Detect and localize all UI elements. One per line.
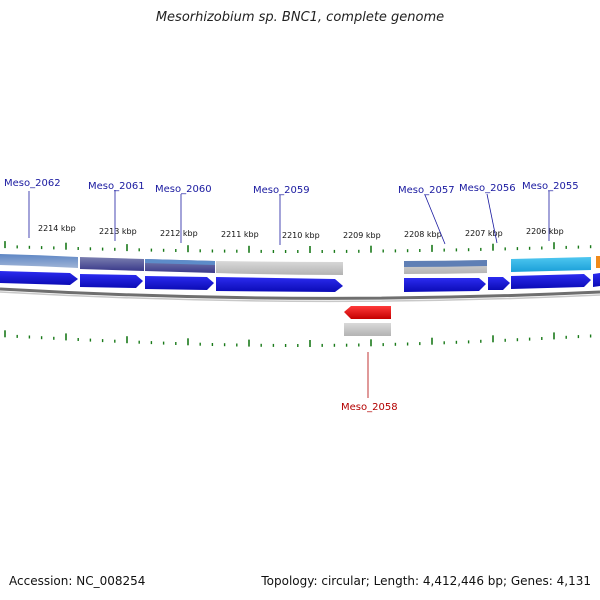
cds-feature-track <box>0 254 600 275</box>
gene-labels: Meso_2062 Meso_2061 Meso_2060 Meso_2059 … <box>4 178 579 413</box>
cds-feature[interactable] <box>0 254 78 268</box>
kbp-label: 2206 kbp <box>526 227 564 236</box>
kbp-label: 2210 kbp <box>282 231 320 240</box>
gene-label-leaders <box>28 190 550 245</box>
kbp-label: 2213 kbp <box>99 227 137 236</box>
kbp-label: 2209 kbp <box>343 231 381 240</box>
cds-feature[interactable] <box>80 257 144 271</box>
accession-label: Accession: NC_008254 <box>9 574 146 588</box>
kbp-label: 2214 kbp <box>38 224 76 233</box>
gene-label[interactable]: Meso_2062 <box>4 178 61 189</box>
cds-feature-highlight <box>145 259 215 265</box>
gene-arrow-meso-2061[interactable] <box>80 274 143 288</box>
genome-title: Mesorhizobium sp. BNC1, complete genome <box>155 10 445 25</box>
upper-scale-ticks <box>4 241 592 253</box>
gene-label[interactable]: Meso_2061 <box>88 181 145 192</box>
cds-feature[interactable] <box>344 323 391 336</box>
gene-arrow-meso-2062[interactable] <box>0 271 78 285</box>
genome-backbone-shadow <box>0 291 600 303</box>
cds-feature[interactable] <box>596 256 600 268</box>
kbp-label: 2212 kbp <box>160 229 198 238</box>
gene-label[interactable]: Meso_2057 <box>398 185 455 196</box>
cds-feature[interactable] <box>511 257 591 272</box>
reverse-gene-track <box>344 306 391 336</box>
gene-label[interactable]: Meso_2055 <box>522 181 579 192</box>
genome-backbone <box>0 287 600 300</box>
kbp-label: 2207 kbp <box>465 229 503 238</box>
gene-arrow-meso-2059[interactable] <box>216 277 343 292</box>
lower-scale-ticks <box>4 330 592 347</box>
gene-arrow-meso-2057[interactable] <box>404 278 486 292</box>
gene-arrow-meso-2060[interactable] <box>145 276 214 290</box>
cds-feature-highlight <box>404 260 487 267</box>
gene-arrow-meso-2058[interactable] <box>344 306 391 319</box>
gene-label[interactable]: Meso_2060 <box>155 184 212 195</box>
gene-label[interactable]: Meso_2056 <box>459 183 516 194</box>
gene-arrow-partial[interactable] <box>593 273 600 287</box>
gene-arrow-meso-2056[interactable] <box>488 277 510 290</box>
gene-label[interactable]: Meso_2059 <box>253 185 310 196</box>
kbp-label: 2211 kbp <box>221 230 259 239</box>
cds-feature[interactable] <box>216 261 343 275</box>
kbp-label: 2208 kbp <box>404 230 442 239</box>
gene-label[interactable]: Meso_2058 <box>341 402 398 413</box>
kbp-scale-labels: 2214 kbp 2213 kbp 2212 kbp 2211 kbp 2210… <box>38 224 564 240</box>
forward-gene-track <box>0 271 600 292</box>
genome-info-label: Topology: circular; Length: 4,412,446 bp… <box>261 574 591 588</box>
gene-arrow-meso-2055[interactable] <box>511 274 591 289</box>
